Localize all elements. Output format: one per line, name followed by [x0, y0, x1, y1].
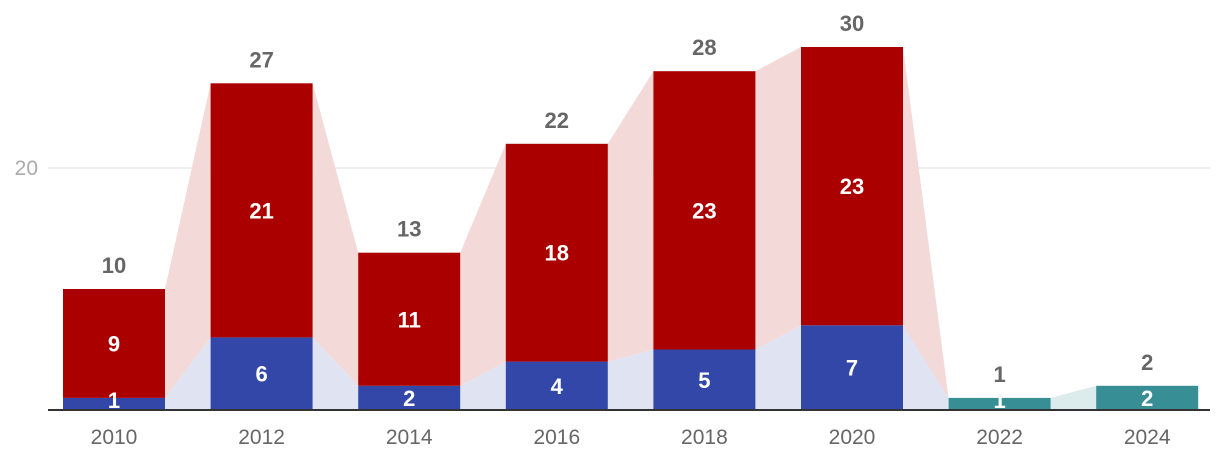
bars — [63, 47, 1199, 410]
segment-value-label: 1 — [993, 388, 1005, 413]
connector-band — [1050, 385, 1097, 410]
bar-segment — [358, 385, 461, 410]
connector-band — [755, 47, 801, 350]
bar-segment — [653, 71, 756, 350]
total-value-label: 22 — [545, 108, 569, 133]
total-value-label: 13 — [397, 217, 421, 242]
segment-value-label: 6 — [255, 362, 267, 387]
total-value-label: 2 — [1141, 350, 1153, 375]
x-tick-label: 2018 — [681, 426, 728, 449]
bar-segment — [210, 337, 313, 410]
x-tick-label: 2016 — [533, 426, 580, 449]
bar-segment — [63, 289, 165, 398]
segment-value-label: 4 — [551, 374, 564, 399]
segment-value-label: 1 — [108, 388, 120, 413]
segment-value-label: 18 — [545, 241, 569, 266]
bar-segment — [505, 361, 608, 410]
connector-band — [903, 47, 949, 410]
connector-band — [312, 83, 359, 386]
segment-value-label: 11 — [398, 307, 421, 332]
connector-band — [165, 337, 211, 410]
bar-segment — [210, 83, 313, 338]
y-tick-label: 20 — [15, 157, 38, 180]
connector-band — [165, 83, 211, 398]
bar-segment — [505, 143, 608, 362]
x-tick-label: 2010 — [91, 426, 138, 449]
connector-band — [460, 361, 506, 410]
bar-segment — [948, 397, 1051, 410]
bar-segment — [358, 252, 461, 386]
total-value-label: 10 — [102, 253, 126, 278]
series-connectors — [165, 47, 1097, 410]
connector-band — [607, 71, 654, 362]
total-value-label: 27 — [249, 47, 273, 72]
connector-band — [607, 349, 654, 410]
connector-band — [312, 337, 359, 410]
bar-segment — [1096, 385, 1199, 410]
x-axis: 2010 2012 2014 2016 2018 2020 2022 2024 — [48, 409, 1210, 449]
total-value-label: 1 — [993, 362, 1005, 387]
total-value-label: 28 — [692, 35, 716, 60]
total-value-label: 30 — [840, 11, 864, 36]
segment-value-label: 5 — [698, 368, 710, 393]
x-tick-label: 2022 — [976, 426, 1023, 449]
segment-value-label: 23 — [840, 174, 864, 199]
segment-value-label: 2 — [1141, 386, 1153, 411]
bar-segment — [801, 47, 903, 326]
x-tick-label: 2020 — [829, 426, 876, 449]
bar-segment — [63, 397, 165, 410]
bar-segment — [801, 325, 903, 410]
connector-band — [903, 325, 949, 410]
segment-value-label: 2 — [403, 386, 415, 411]
segment-value-label: 7 — [846, 356, 858, 381]
x-tick-label: 2014 — [386, 426, 433, 449]
x-tick-label: 2024 — [1124, 426, 1171, 449]
bar-segment — [653, 349, 756, 410]
segment-value-label: 21 — [249, 198, 273, 223]
segment-value-label: 23 — [692, 198, 716, 223]
segment-value-label: 9 — [108, 331, 120, 356]
connector-band — [755, 325, 801, 410]
connector-band — [460, 143, 506, 386]
x-tick-label: 2012 — [238, 426, 285, 449]
